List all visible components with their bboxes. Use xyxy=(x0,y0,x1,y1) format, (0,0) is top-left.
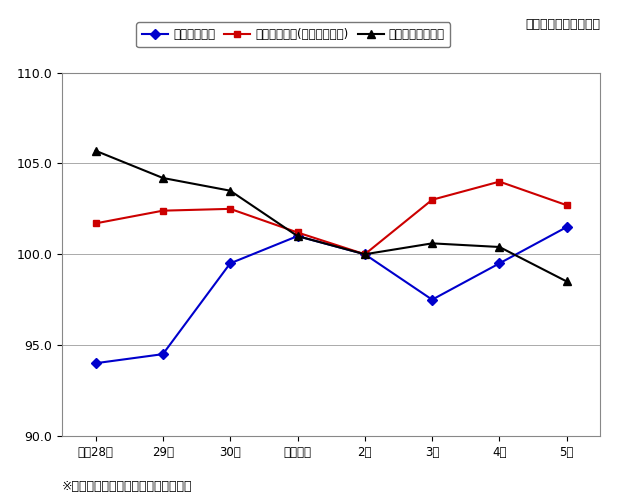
常用雇用指数 xyxy=(428,297,436,303)
Line: 名目賃金指数(現金給与総額): 名目賃金指数(現金給与総額) xyxy=(92,178,570,258)
名目賃金指数(現金給与総額) xyxy=(361,251,368,257)
名目賃金指数(現金給与総額) xyxy=(227,206,234,212)
総実労働時間指数 xyxy=(361,251,368,257)
総実労働時間指数 xyxy=(294,233,301,239)
常用雇用指数 xyxy=(563,224,571,230)
名目賃金指数(現金給与総額) xyxy=(92,220,99,226)
Text: （令和２年＝１００）: （令和２年＝１００） xyxy=(526,18,600,31)
常用雇用指数 xyxy=(227,261,234,267)
常用雇用指数 xyxy=(496,261,503,267)
総実労働時間指数 xyxy=(563,279,571,285)
Text: ※調査産業計（事業所規模５人以上）: ※調査産業計（事業所規模５人以上） xyxy=(62,480,193,493)
名目賃金指数(現金給与総額) xyxy=(563,202,571,208)
総実労働時間指数 xyxy=(227,188,234,194)
名目賃金指数(現金給与総額) xyxy=(294,229,301,235)
Line: 総実労働時間指数: 総実労働時間指数 xyxy=(92,147,571,286)
総実労働時間指数 xyxy=(159,175,167,181)
名目賃金指数(現金給与総額) xyxy=(496,178,503,184)
Legend: 常用雇用指数, 名目賃金指数(現金給与総額), 総実労働時間指数: 常用雇用指数, 名目賃金指数(現金給与総額), 総実労働時間指数 xyxy=(136,22,451,47)
常用雇用指数 xyxy=(92,360,99,366)
常用雇用指数 xyxy=(361,251,368,257)
名目賃金指数(現金給与総額) xyxy=(159,207,167,213)
総実労働時間指数 xyxy=(496,244,503,250)
名目賃金指数(現金給与総額) xyxy=(428,197,436,203)
常用雇用指数 xyxy=(294,233,301,239)
常用雇用指数 xyxy=(159,351,167,357)
総実労働時間指数 xyxy=(428,240,436,246)
総実労働時間指数 xyxy=(92,148,99,154)
Line: 常用雇用指数: 常用雇用指数 xyxy=(92,223,570,367)
